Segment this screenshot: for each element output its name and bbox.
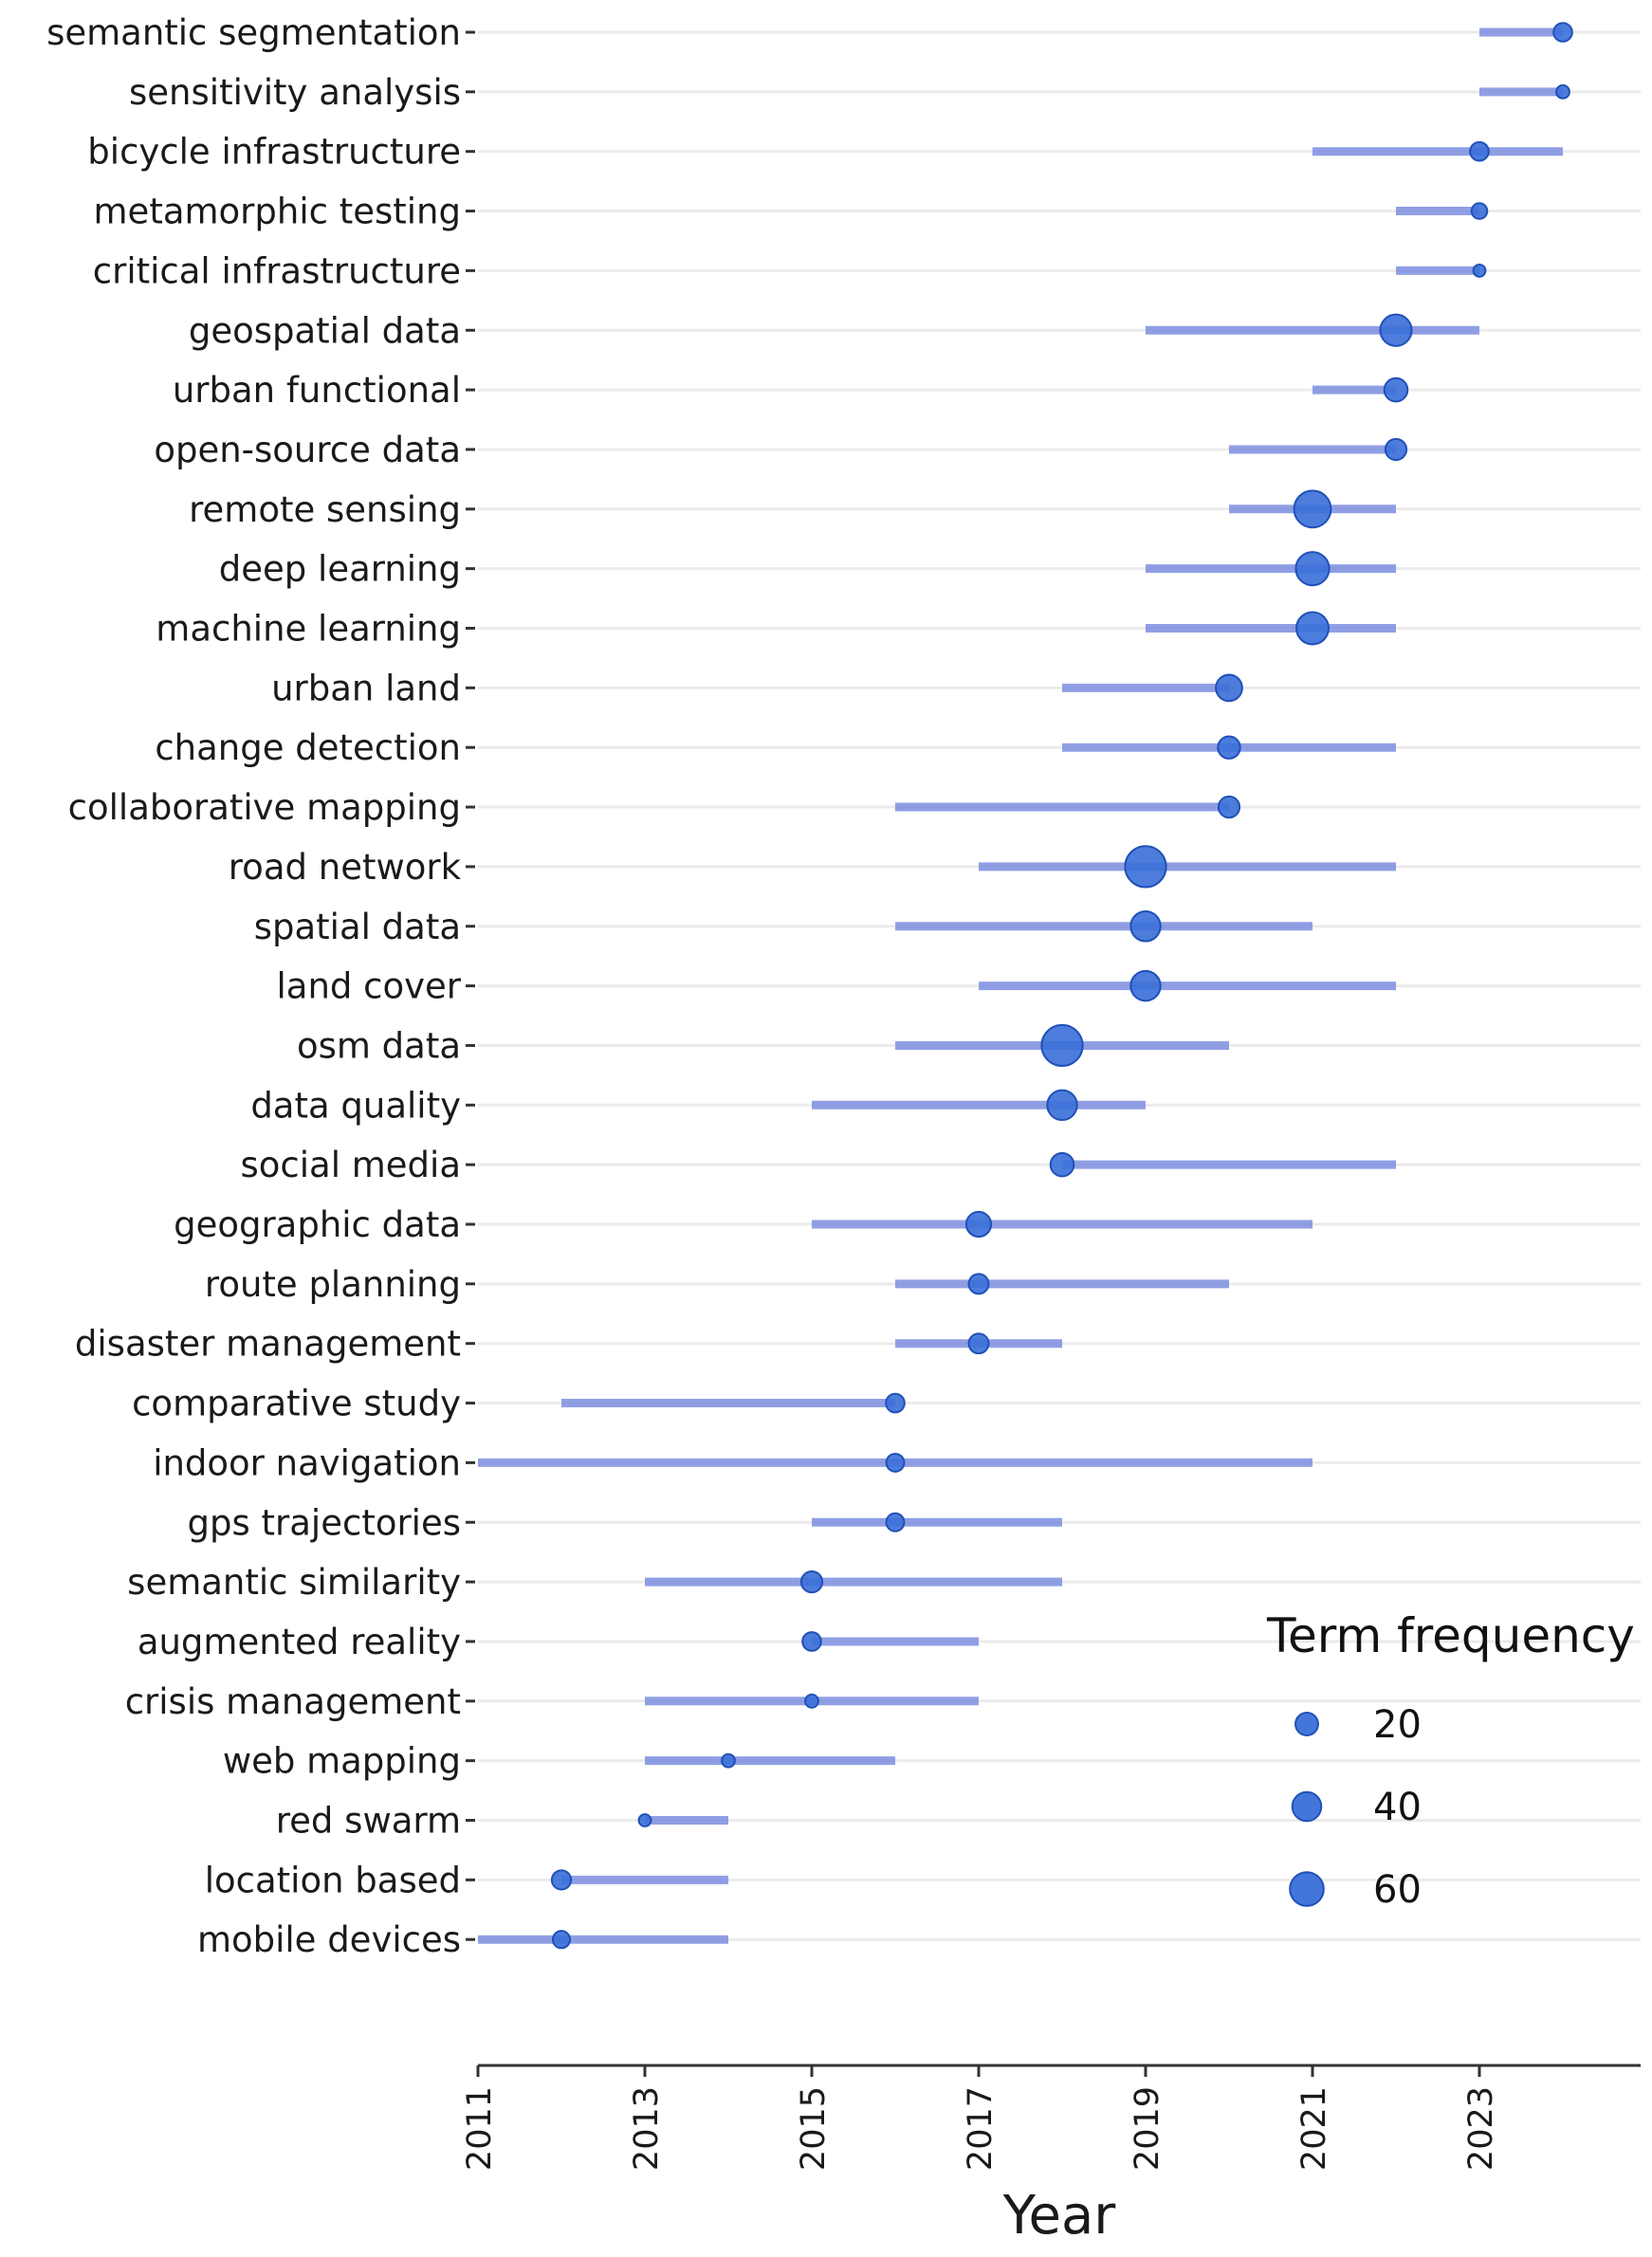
term-label: crisis management <box>125 1681 461 1722</box>
term-bubble <box>967 1332 990 1355</box>
x-tick-label: 2011 <box>461 2086 499 2171</box>
term-bubble <box>799 1569 824 1594</box>
term-label: gps trajectories <box>188 1502 461 1543</box>
term-bubble <box>885 1452 906 1473</box>
term-bubble <box>1379 313 1413 347</box>
legend-bubble <box>1294 1712 1319 1736</box>
term-bubble <box>1046 1089 1078 1122</box>
x-tick-label: 2023 <box>1462 2086 1500 2171</box>
term-label: urban land <box>271 668 461 708</box>
x-axis: 2011 2013 2015 2017 2019 2021 2023 <box>461 2064 1641 2171</box>
term-bubble <box>1470 202 1489 220</box>
term-label: augmented reality <box>138 1622 461 1662</box>
term-bubble <box>637 1813 652 1827</box>
term-bubble <box>1472 263 1487 278</box>
term-label: data quality <box>250 1085 461 1126</box>
term-label: critical infrastructure <box>93 250 461 291</box>
legend-label: 60 <box>1373 1868 1422 1912</box>
x-tick-label: 2017 <box>962 2086 1000 2171</box>
legend-label: 20 <box>1373 1703 1422 1747</box>
x-tick-label: 2015 <box>795 2086 833 2171</box>
term-label: collaborative mapping <box>68 787 461 828</box>
term-bubble <box>1294 551 1331 587</box>
term-labels: semantic segmentation sensitivity analysi… <box>46 12 462 1960</box>
term-label: geographic data <box>174 1204 461 1245</box>
term-label: deep learning <box>219 549 461 590</box>
term-label: comparative study <box>132 1384 461 1424</box>
term-bubble <box>1049 1151 1075 1178</box>
term-label: social media <box>241 1145 462 1185</box>
term-bubble <box>804 1693 819 1709</box>
term-label: machine learning <box>156 609 461 650</box>
x-axis-title: Year <box>1002 2185 1117 2247</box>
term-bubble <box>721 1752 736 1769</box>
term-bubble <box>1217 735 1241 760</box>
median-year-bubbles <box>550 22 1573 1950</box>
term-label: mobile devices <box>197 1919 461 1960</box>
term-label: indoor navigation <box>153 1442 461 1483</box>
term-bubble <box>885 1392 906 1414</box>
term-label: open-source data <box>154 430 461 470</box>
term-label: location based <box>205 1860 461 1900</box>
term-label: semantic similarity <box>127 1562 461 1603</box>
term-bubble <box>1217 795 1241 819</box>
term-bubble <box>1215 673 1243 703</box>
term-label: red swarm <box>276 1801 461 1842</box>
term-label: change detection <box>155 727 461 768</box>
x-tick-label: 2013 <box>628 2086 666 2171</box>
term-label: sensitivity analysis <box>129 72 461 113</box>
y-axis-ticks <box>466 30 475 1941</box>
term-bubble <box>1293 489 1332 529</box>
term-bubble <box>1129 910 1162 943</box>
term-bubble <box>1384 437 1408 462</box>
term-label: route planning <box>205 1264 461 1305</box>
term-label: disaster management <box>75 1324 461 1365</box>
term-label: spatial data <box>254 907 461 947</box>
term-bubble <box>885 1512 906 1532</box>
term-bubble <box>1552 22 1573 43</box>
legend-bubble <box>1291 1790 1323 1823</box>
term-label: geospatial data <box>189 310 461 351</box>
term-label: web mapping <box>223 1741 461 1782</box>
term-bubble <box>1469 140 1490 162</box>
term-label: bicycle infrastructure <box>87 132 461 173</box>
term-label: osm data <box>297 1025 461 1066</box>
term-label: land cover <box>276 966 461 1007</box>
term-label: remote sensing <box>189 489 461 530</box>
term-bubble <box>1383 376 1409 403</box>
term-bubble <box>801 1631 822 1652</box>
term-bubble <box>967 1273 990 1295</box>
term-label: urban functional <box>173 370 461 411</box>
term-label: road network <box>229 847 462 888</box>
legend-title: Term frequency <box>1266 1608 1635 1663</box>
term-bubble <box>1124 845 1167 889</box>
term-bubble <box>1555 83 1570 100</box>
term-bubble <box>1129 969 1162 1002</box>
term-bubble <box>1295 611 1330 646</box>
term-bubble <box>551 1930 572 1950</box>
legend: Term frequency 20 40 60 <box>1266 1608 1635 1912</box>
term-bubble <box>550 1869 573 1891</box>
term-label: semantic segmentation <box>46 12 461 53</box>
term-bubble <box>964 1210 993 1239</box>
term-bubble <box>1040 1023 1084 1068</box>
legend-label: 40 <box>1373 1786 1422 1829</box>
legend-bubble <box>1289 1871 1325 1907</box>
term-label: metamorphic testing <box>94 192 461 232</box>
x-tick-label: 2019 <box>1129 2086 1166 2171</box>
x-tick-label: 2021 <box>1295 2086 1333 2171</box>
